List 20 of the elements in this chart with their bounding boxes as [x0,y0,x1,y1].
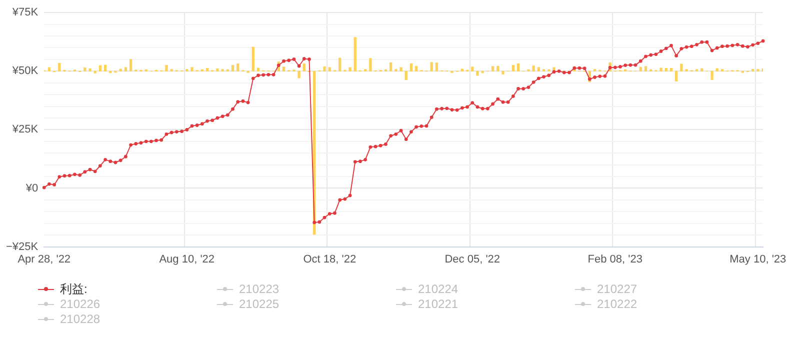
y-tick-label: ¥0 [24,182,38,194]
legend-label: 210221 [418,297,458,311]
legend-label: 210227 [597,282,638,296]
x-tick-label: Apr 28, '22 [18,253,71,266]
legend-label: 利益: [60,280,88,298]
y-tick-label: ¥50K [11,65,39,78]
legend-label: 210223 [239,282,280,296]
x-tick-label: Feb 08, '23 [588,253,642,266]
legend-label: 210224 [418,282,458,296]
y-tick-label: ¥25K [11,124,39,136]
legend-label: 210228 [60,312,100,326]
y-tick-label: ¥75K [11,6,39,19]
x-tick-label: Dec 05, '22 [444,253,500,266]
legend-label: 210225 [239,297,280,311]
x-tick-label: Oct 18, '22 [303,253,356,266]
x-tick-label: May 10, '23 [730,253,786,266]
x-tick-label: Aug 10, '22 [159,253,215,266]
legend-label: 210226 [60,297,100,311]
legend-label: 210222 [597,297,638,311]
y-tick-label: −¥25K [6,240,39,253]
